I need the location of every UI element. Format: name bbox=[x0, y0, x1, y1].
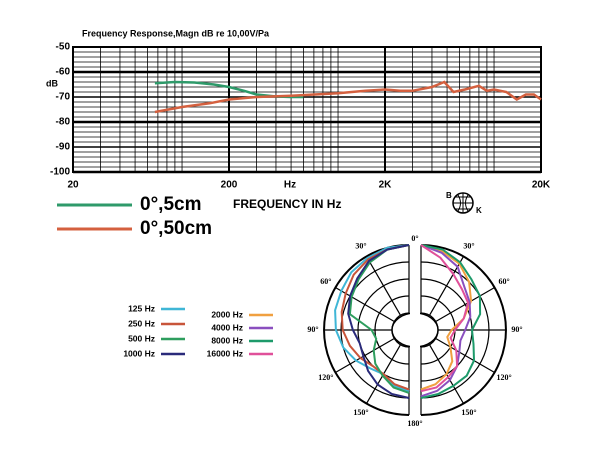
logo-lines bbox=[453, 193, 473, 213]
spoke bbox=[335, 337, 395, 374]
logo-text: K bbox=[476, 206, 482, 215]
legend-label: 250 Hz bbox=[128, 318, 155, 328]
legend-label: 8000 Hz bbox=[211, 335, 243, 345]
y-tick-label: -70 bbox=[56, 92, 71, 103]
angle-label: 30° bbox=[355, 242, 366, 251]
logo: B K bbox=[446, 191, 482, 215]
spoke bbox=[435, 286, 495, 323]
y-tick-label: -100 bbox=[50, 167, 70, 178]
y-tick-label: -80 bbox=[56, 117, 71, 128]
angle-label: 90° bbox=[307, 325, 318, 334]
angle-label: 150° bbox=[353, 408, 368, 417]
angle-label: 90° bbox=[511, 325, 522, 334]
plot-area bbox=[72, 46, 542, 173]
polar-curve bbox=[420, 244, 470, 393]
angle-label: 60° bbox=[499, 277, 510, 286]
legend-label: 125 Hz bbox=[128, 303, 155, 313]
y-tick-label: -60 bbox=[56, 67, 71, 78]
x-tick-label: 20K bbox=[532, 180, 551, 191]
polar-curve bbox=[348, 244, 410, 394]
x-unit-label: Hz bbox=[284, 180, 296, 191]
logo-text: B bbox=[446, 191, 452, 200]
center-gap bbox=[410, 244, 420, 416]
legend-label: 0°,50cm bbox=[140, 218, 212, 239]
polar-curve bbox=[420, 244, 473, 391]
angle-label: 30° bbox=[463, 242, 474, 251]
angle-label: 120° bbox=[497, 373, 512, 382]
x-tick-label: 2K bbox=[379, 180, 393, 191]
polar-curve bbox=[347, 244, 410, 399]
spoke bbox=[365, 256, 402, 316]
y-tick-label: -90 bbox=[56, 142, 71, 153]
legend-label: 2000 Hz bbox=[211, 309, 243, 319]
polar-curve bbox=[340, 244, 410, 391]
angle-label: 0° bbox=[411, 234, 418, 243]
legend-label: 4000 Hz bbox=[211, 322, 243, 332]
legend-label: 500 Hz bbox=[128, 333, 155, 343]
y-axis-label: dB bbox=[46, 78, 58, 88]
angle-label: 150° bbox=[461, 408, 476, 417]
legend-label: 1000 Hz bbox=[123, 348, 155, 358]
x-tick-label: 20 bbox=[67, 180, 79, 191]
angle-label: 180° bbox=[407, 419, 422, 428]
legend-label: 0°,5cm bbox=[140, 194, 201, 215]
spoke bbox=[435, 337, 495, 374]
chart-title: Frequency Response,Magn dB re 10,00V/Pa bbox=[82, 28, 270, 38]
legend-label: 16000 Hz bbox=[207, 348, 243, 358]
series-line bbox=[154, 80, 542, 114]
angle-label: 60° bbox=[320, 277, 331, 286]
polar-curve bbox=[420, 244, 472, 398]
angle-label: 120° bbox=[318, 373, 333, 382]
x-tick-label: 200 bbox=[221, 180, 238, 191]
polar-curve bbox=[420, 244, 482, 399]
y-tick-label: -50 bbox=[56, 42, 71, 53]
x-axis-label: FREQUENCY IN Hz bbox=[233, 197, 341, 211]
